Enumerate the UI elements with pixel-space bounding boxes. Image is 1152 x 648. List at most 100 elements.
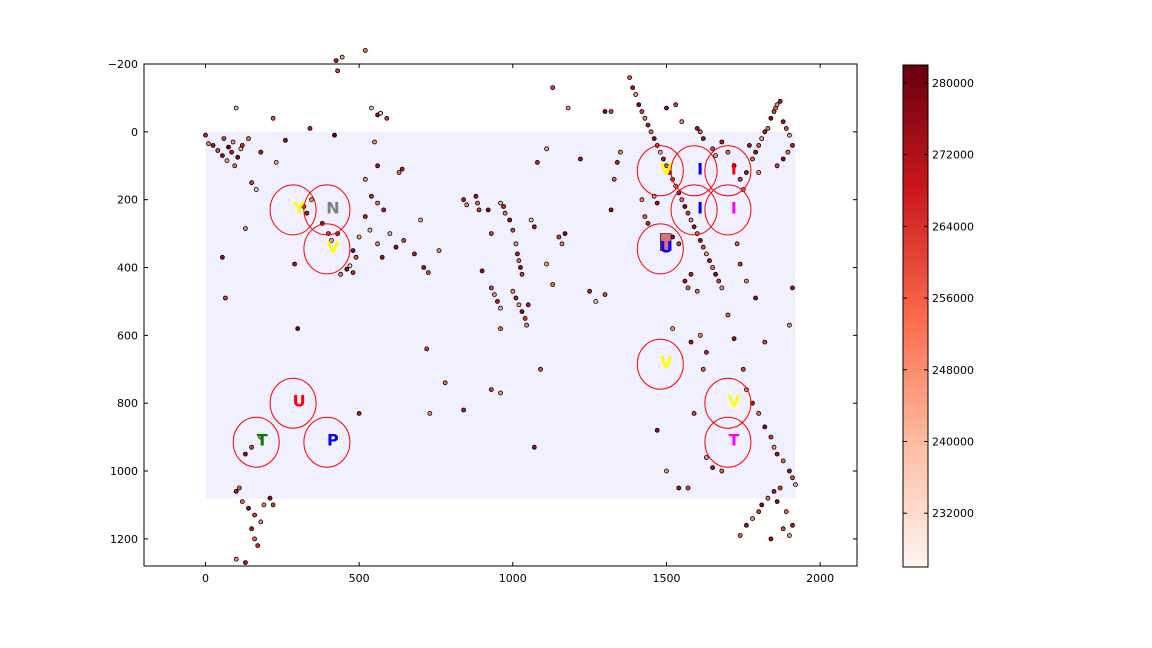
circle-marker-label: I [697,159,703,178]
data-point [473,193,479,199]
data-point [688,339,694,345]
data-point [267,495,273,501]
data-point [242,226,248,231]
data-point [737,176,743,182]
data-point [777,485,783,491]
data-point [516,302,522,308]
data-point [774,451,780,457]
data-point [258,519,264,525]
y-tick-label: 1200 [110,533,138,546]
data-point [602,109,608,114]
data-point [524,322,529,328]
x-axis-ticks: 0 500 1000 1500 2000 [202,64,834,585]
data-point [396,170,402,175]
marked-square [660,233,672,251]
data-point [744,170,749,175]
data-point [362,176,368,182]
data-point [793,482,798,488]
data-point [239,142,245,148]
data-point [498,200,503,206]
data-point [578,156,583,162]
data-point [785,149,791,155]
data-point [362,48,368,53]
data-point [642,115,648,121]
data-point [488,387,494,393]
data-point [756,410,762,416]
circle-marker-label: U [660,237,673,256]
y-tick-label: 200 [117,194,138,207]
data-point [353,254,359,260]
data-point [356,410,362,416]
data-point [544,261,549,267]
data-point [756,509,762,515]
data-point [688,217,694,223]
data-point [421,265,427,270]
data-point [673,102,679,108]
data-point [719,468,725,474]
data-point [762,424,768,430]
data-point [790,285,795,291]
circle-marker [636,145,684,197]
data-point [713,271,718,277]
data-point [691,224,697,230]
data-point [556,234,562,240]
data-point [329,237,334,243]
circle-marker [269,184,317,236]
data-point [461,197,467,203]
data-point [704,251,709,257]
data-point [219,153,225,159]
data-point [664,105,669,111]
circle-marker [636,338,684,390]
data-point [332,132,337,138]
data-point [270,115,276,121]
data-point [475,200,480,206]
data-point [768,434,774,440]
data-point [608,109,614,114]
circle-marker [670,184,718,236]
y-tick-label: 400 [117,262,138,275]
data-point [485,207,491,213]
data-point [222,295,228,301]
data-point [210,142,216,148]
data-point [375,200,381,206]
data-point [356,234,362,240]
data-point [375,241,381,247]
data-point [697,129,703,135]
x-tick-label: 500 [349,572,370,585]
data-point [513,241,519,247]
data-point [378,110,384,116]
data-point [249,526,255,532]
y-tick-label: 0 [131,126,138,139]
data-point [230,139,236,145]
data-point [713,153,718,159]
circle-marker [303,184,351,236]
colorbar-tick-label: 240000 [932,436,974,449]
colorbar-ticks: 232000 240000 248000 256000 264000 272000 2800… [903,77,974,520]
data-point [645,220,651,226]
data-point [249,444,255,450]
data-point [219,254,225,260]
data-point [685,485,691,491]
circle-marker-label: U [293,392,306,411]
data-point [411,251,417,257]
data-point [682,204,688,209]
circle-marker-label: V [660,159,673,178]
data-point [425,270,431,276]
data-point [774,499,780,505]
data-point [233,105,239,111]
data-point [531,444,537,450]
data-point [498,326,503,332]
data-point [611,176,617,182]
data-point [704,349,709,355]
data-point [787,132,792,138]
data-point [307,125,313,131]
data-point [538,366,543,372]
data-point [716,278,722,284]
colorbar-tick-label: 272000 [932,149,974,162]
circle-marker-label: V [660,353,673,372]
data-point [261,502,267,508]
data-point [525,302,531,308]
data-point [780,119,786,125]
data-point [608,207,614,213]
data-point [559,241,565,247]
